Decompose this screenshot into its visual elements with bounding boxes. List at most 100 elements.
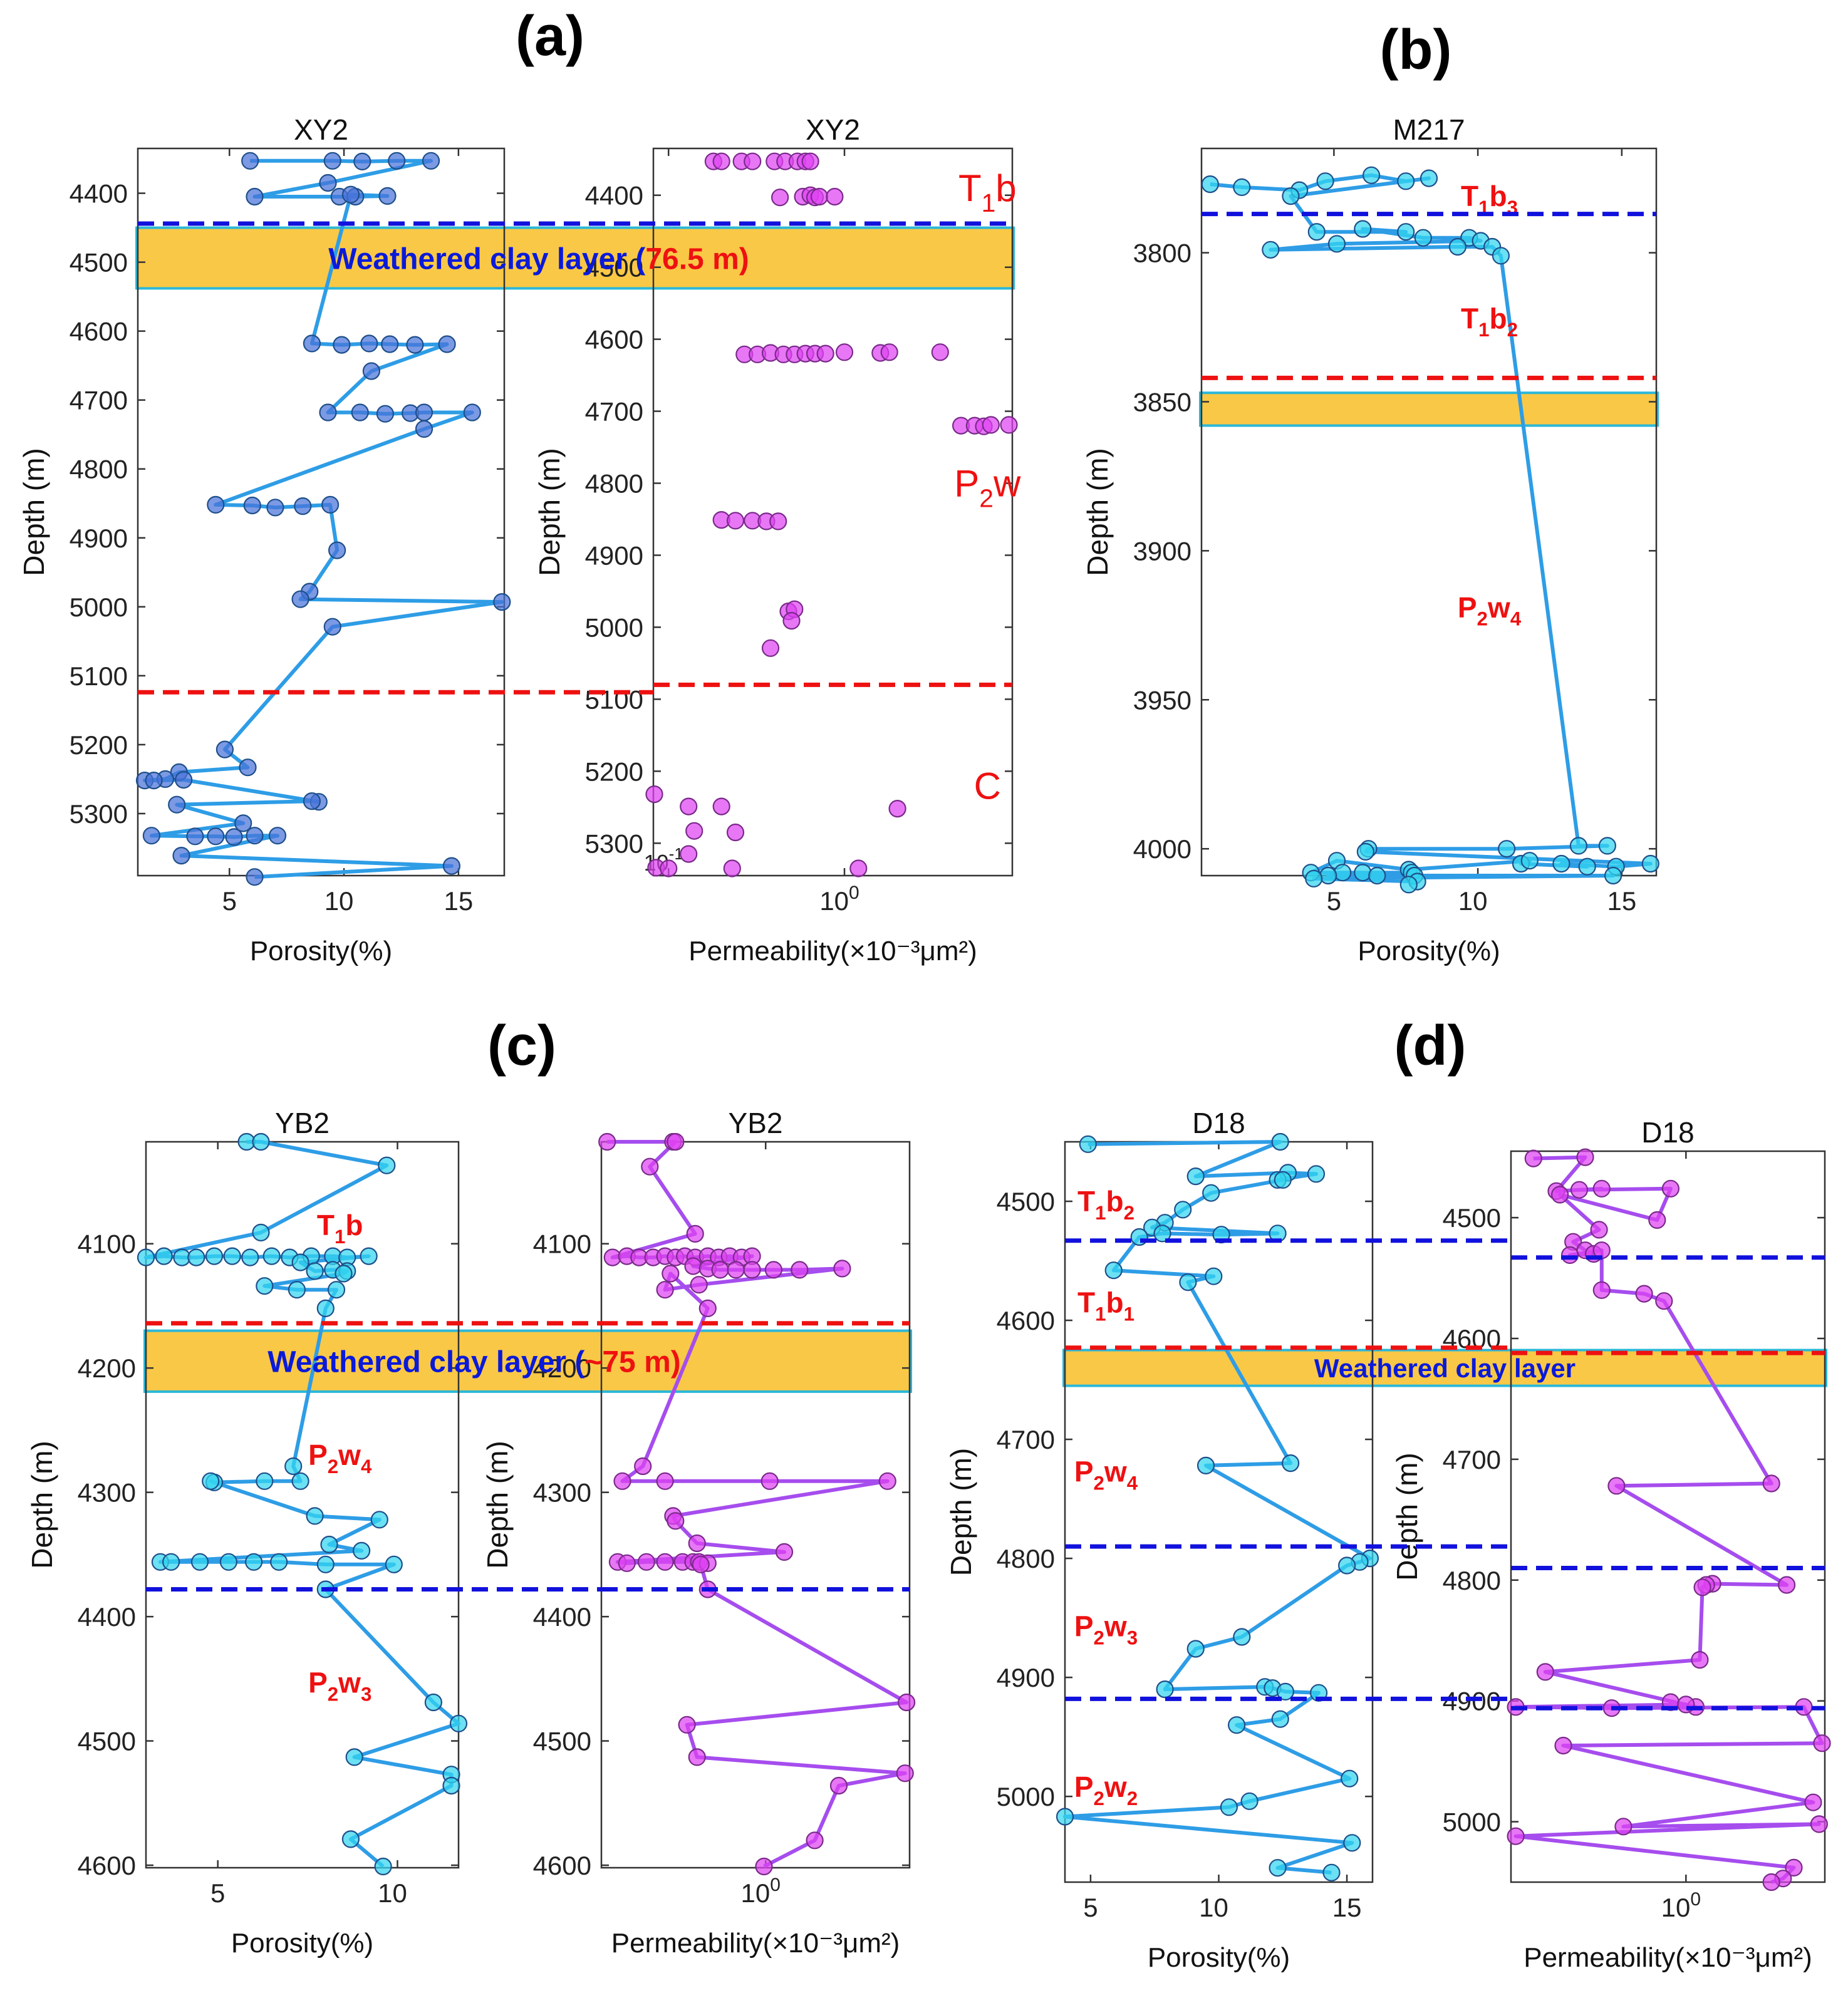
data-point bbox=[351, 403, 369, 422]
y-tick-label: 5000 bbox=[70, 593, 128, 622]
data-line bbox=[1063, 1140, 1372, 1875]
weathered-clay-label: Weathered clay layer (~75 m) bbox=[267, 1346, 680, 1379]
data-point bbox=[656, 1472, 674, 1490]
data-point bbox=[1240, 1792, 1259, 1810]
x-tick-label: 15 bbox=[1607, 886, 1637, 916]
data-point bbox=[880, 343, 898, 361]
x-axis-label: Porosity(%) bbox=[250, 936, 392, 966]
strata-label: P2w3 bbox=[1074, 1610, 1138, 1649]
data-point bbox=[1202, 1184, 1220, 1202]
x-tick-label: 100 bbox=[741, 1875, 781, 1908]
data-point bbox=[262, 1247, 281, 1265]
data-point bbox=[755, 1857, 773, 1876]
data-point bbox=[897, 1693, 916, 1712]
clay-band-layer bbox=[135, 226, 1827, 1393]
data-point bbox=[1536, 1663, 1554, 1681]
data-point bbox=[1592, 1179, 1611, 1198]
y-axis-label: Depth (m) bbox=[533, 448, 566, 576]
data-point bbox=[656, 1281, 674, 1299]
data-point bbox=[225, 828, 243, 846]
y-tick-label: 4500 bbox=[70, 248, 128, 277]
data-point bbox=[1397, 172, 1415, 190]
data-point bbox=[246, 868, 264, 886]
data-point bbox=[656, 1553, 674, 1571]
data-point bbox=[1220, 1798, 1238, 1816]
y-axis-label: Depth (m) bbox=[1391, 1452, 1423, 1580]
data-point bbox=[1269, 1859, 1287, 1877]
data-point bbox=[422, 152, 440, 170]
data-point bbox=[245, 1553, 263, 1571]
data-point bbox=[376, 405, 395, 423]
data-point bbox=[1397, 223, 1415, 241]
data-point bbox=[618, 1554, 636, 1572]
x-tick-label: 10 bbox=[1458, 886, 1488, 916]
strata-label: P2w4 bbox=[308, 1439, 372, 1478]
data-point bbox=[172, 846, 190, 865]
y-tick-label: 4800 bbox=[1443, 1566, 1501, 1595]
data-point bbox=[1492, 247, 1510, 265]
clay-label-main: Weathered clay layer ( bbox=[328, 242, 645, 276]
data-point bbox=[303, 334, 321, 353]
data-point bbox=[1635, 1285, 1653, 1303]
strata-label: P2w3 bbox=[308, 1666, 371, 1705]
data-point bbox=[406, 336, 424, 354]
data-point bbox=[1520, 852, 1539, 870]
x-tick-label: 5 bbox=[222, 886, 237, 916]
data-point bbox=[1174, 1201, 1192, 1219]
y-tick-label: 4500 bbox=[533, 1727, 591, 1756]
data-point bbox=[1648, 1211, 1666, 1229]
data-point bbox=[782, 611, 801, 630]
data-point bbox=[680, 845, 698, 863]
data-point bbox=[1056, 1808, 1074, 1826]
data-point bbox=[829, 1776, 848, 1795]
data-point bbox=[207, 827, 225, 846]
data-point bbox=[1569, 837, 1587, 855]
chart-d_permeability: 450046004700480049005000100D18Permeabili… bbox=[1391, 1116, 1831, 1973]
y-tick-label: 4900 bbox=[70, 524, 128, 553]
data-point bbox=[1338, 1556, 1356, 1575]
data-point bbox=[1804, 1793, 1822, 1811]
data-point bbox=[215, 740, 234, 758]
data-point bbox=[698, 1299, 717, 1317]
chart-title: D18 bbox=[1641, 1116, 1694, 1149]
data-point bbox=[1778, 1576, 1796, 1594]
data-point bbox=[1552, 854, 1570, 873]
data-point bbox=[801, 152, 819, 170]
y-tick-label: 4200 bbox=[78, 1354, 136, 1383]
y-tick-label: 5100 bbox=[70, 661, 128, 691]
data-point bbox=[1598, 837, 1616, 855]
data-point bbox=[1274, 1171, 1292, 1189]
data-point bbox=[175, 770, 193, 789]
data-point bbox=[442, 857, 461, 875]
data-point bbox=[202, 1472, 220, 1490]
data-point bbox=[145, 771, 163, 790]
y-tick-label: 4400 bbox=[533, 1602, 591, 1632]
data-point bbox=[1104, 1261, 1123, 1280]
data-point bbox=[424, 1693, 443, 1712]
data-point bbox=[353, 152, 371, 170]
data-point bbox=[268, 827, 287, 845]
data-point bbox=[205, 1247, 224, 1265]
data-point bbox=[388, 152, 406, 170]
data-point bbox=[246, 187, 264, 206]
data-point bbox=[688, 1534, 706, 1553]
axes-frame bbox=[1510, 1150, 1826, 1883]
y-tick-label: 4800 bbox=[997, 1544, 1055, 1573]
data-point bbox=[345, 1748, 363, 1766]
data-point bbox=[415, 403, 433, 422]
y-tick-label: 4600 bbox=[70, 317, 128, 346]
data-point bbox=[370, 1511, 388, 1529]
data-point bbox=[1276, 1682, 1294, 1700]
data-point bbox=[333, 336, 351, 354]
data-point bbox=[1307, 1165, 1326, 1183]
data-point bbox=[415, 420, 433, 438]
data-point bbox=[1762, 1474, 1780, 1493]
data-point bbox=[1307, 223, 1326, 241]
data-point bbox=[744, 152, 762, 170]
data-point bbox=[316, 1299, 335, 1317]
data-point bbox=[688, 1748, 706, 1766]
weathered-clay-band bbox=[143, 1329, 912, 1393]
data-point bbox=[234, 814, 252, 832]
data-point bbox=[291, 1253, 309, 1271]
y-tick-label: 4700 bbox=[585, 397, 643, 427]
